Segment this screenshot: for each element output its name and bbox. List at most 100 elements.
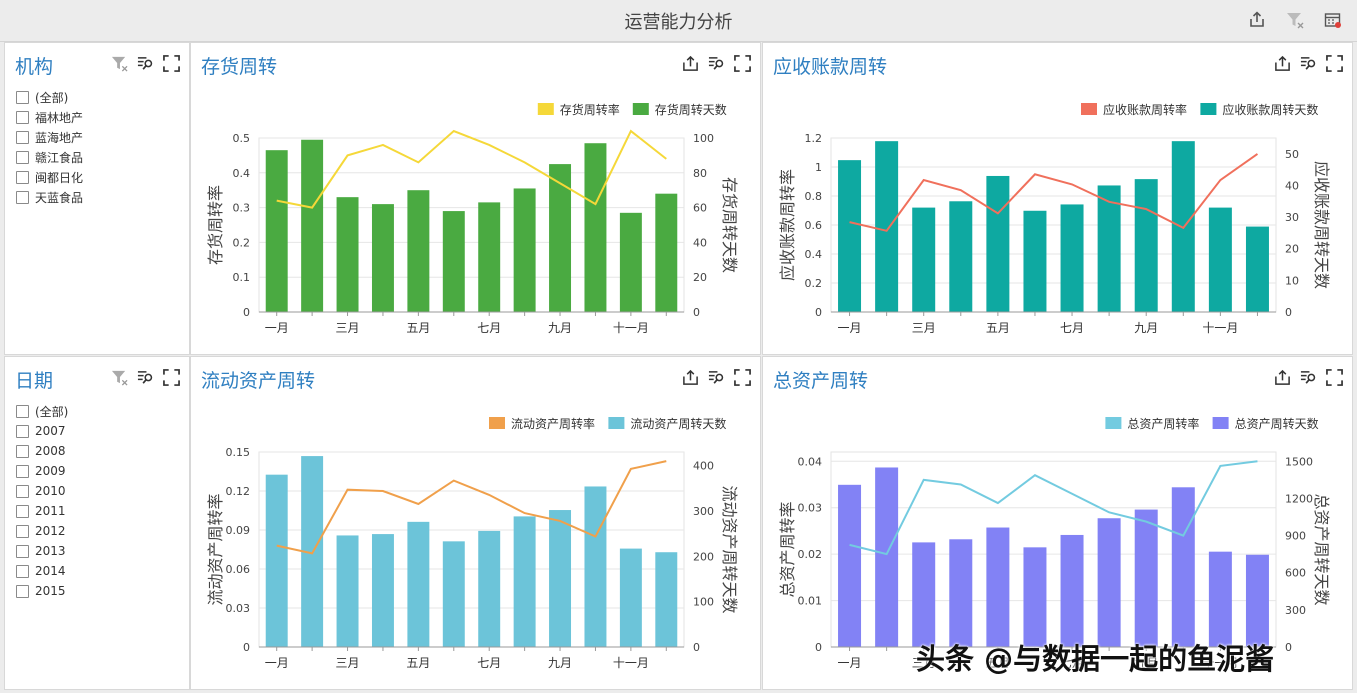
checkbox[interactable] [16, 190, 29, 204]
y-tick-label-right: 10 [1285, 274, 1299, 287]
filter-item[interactable]: 2007 [16, 421, 68, 441]
search-filter-icon[interactable] [1298, 367, 1318, 387]
y-tick-label-right: 900 [1285, 530, 1306, 543]
clear-filter-icon[interactable] [109, 367, 129, 387]
checkbox[interactable] [16, 404, 29, 418]
checkbox[interactable] [16, 524, 29, 538]
chart-legend: 应收账款周转率 应收账款周转天数 [1081, 102, 1318, 117]
export-icon[interactable] [680, 53, 700, 73]
filter-item[interactable]: 2008 [16, 441, 68, 461]
filter-item[interactable]: 2013 [16, 541, 68, 561]
checkbox[interactable] [16, 504, 29, 518]
checkbox[interactable] [16, 564, 29, 578]
maximize-icon[interactable] [1324, 367, 1344, 387]
filter-item[interactable]: 天蓝食品 [16, 187, 83, 207]
y-axis-title-left: 存货周转率 [206, 185, 225, 265]
x-tick-label: 三月 [912, 656, 936, 670]
legend-swatch [1105, 417, 1122, 429]
checkbox[interactable] [16, 170, 29, 184]
maximize-icon[interactable] [161, 53, 181, 73]
filter-item[interactable]: 福林地产 [16, 107, 83, 127]
filter-item[interactable]: 2015 [16, 581, 68, 601]
search-filter-icon[interactable] [1298, 53, 1318, 73]
filter-item[interactable]: (全部) [16, 401, 68, 421]
checkbox[interactable] [16, 444, 29, 458]
bar [949, 201, 973, 312]
checkbox[interactable] [16, 110, 29, 124]
y-axis-title-right: 应收账款周转天数 [1312, 161, 1331, 289]
export-icon[interactable] [680, 367, 700, 387]
maximize-icon[interactable] [1324, 53, 1344, 73]
filter-panel-date: 日期 (全部) 2007 2008 2009 2010 2011 2012 2013 2014 2… [4, 356, 190, 690]
filter-item[interactable]: 闽都日化 [16, 167, 83, 187]
legend-swatch [489, 417, 505, 429]
y-tick-label-left: 0.04 [798, 455, 823, 468]
y-tick-label-right: 1500 [1285, 455, 1313, 468]
y-tick-label-left: 0.6 [805, 219, 823, 232]
bar [1171, 487, 1195, 647]
filter-panel-org: 机构 (全部) 福林地产蓝海地产赣江食品 闽都日化 天蓝食品 [4, 42, 190, 355]
y-tick-label-right: 0 [1285, 641, 1292, 654]
export-icon[interactable] [1272, 367, 1292, 387]
bar [838, 160, 862, 312]
checkbox[interactable] [16, 130, 29, 144]
clear-filter-icon[interactable] [1285, 10, 1305, 30]
maximize-icon[interactable] [161, 367, 181, 387]
filter-title-org: 机构 [15, 56, 54, 78]
export-icon[interactable] [1247, 10, 1267, 30]
search-filter-icon[interactable] [706, 367, 726, 387]
y-tick-label-right: 0 [693, 641, 700, 654]
bar [478, 530, 501, 647]
filter-item[interactable]: 蓝海地产 [16, 127, 83, 147]
bar [265, 474, 288, 647]
x-tick-label: 七月 [1060, 656, 1084, 670]
filter-item[interactable]: 2010 [16, 481, 68, 501]
filter-item[interactable]: 2012 [16, 521, 68, 541]
clear-filter-icon[interactable] [109, 53, 129, 73]
bar [1060, 534, 1084, 647]
filter-item[interactable]: 赣江食品 [16, 147, 83, 167]
checkbox[interactable] [16, 90, 29, 104]
y-tick-label-left: 0.03 [226, 602, 251, 615]
maximize-icon[interactable] [732, 53, 752, 73]
search-filter-icon[interactable] [135, 53, 155, 73]
bar [301, 139, 324, 312]
checkbox[interactable] [16, 464, 29, 478]
filter-item[interactable]: 2011 [16, 501, 68, 521]
filter-item[interactable]: 2014 [16, 561, 68, 581]
x-tick-label: 一月 [265, 656, 289, 670]
search-filter-icon[interactable] [706, 53, 726, 73]
filter-item[interactable]: 2009 [16, 461, 68, 481]
checkbox[interactable] [16, 424, 29, 438]
x-tick-label: 十一月 [1202, 321, 1238, 335]
checkbox[interactable] [16, 484, 29, 498]
checkbox[interactable] [16, 544, 29, 558]
y-tick-label-right: 50 [1285, 148, 1299, 161]
bar [371, 534, 394, 647]
y-tick-label-right: 0 [693, 306, 700, 319]
checkbox[interactable] [16, 584, 29, 598]
x-tick-label: 一月 [838, 321, 862, 335]
y-tick-label-left: 0 [815, 306, 822, 319]
y-tick-label-left: 0 [243, 306, 250, 319]
filter-item-label: 蓝海地产 [35, 130, 84, 145]
chart-legend: 流动资产周转率 流动资产周转天数 [489, 416, 726, 431]
chart-svg: 应收账款周转率 应收账款周转天数00.20.40.60.811.201020304… [778, 102, 1331, 335]
chart-panel-inventory: 存货周转率 存货周转天数 0 0.1 0.2 0.3 0.4 0.5 0 20 40 60 80 100 存… [190, 42, 761, 355]
calendar-icon[interactable] [1323, 10, 1343, 30]
y-axis-title-right: 流动资产周转天数 [720, 485, 739, 613]
y-tick-label-right: 60 [693, 202, 707, 215]
bar [549, 164, 572, 312]
filter-item[interactable]: (全部) [16, 87, 83, 107]
export-icon[interactable] [1272, 53, 1292, 73]
y-axis-title-right: 存货周转天数 [720, 177, 739, 273]
bar [513, 188, 536, 312]
search-filter-icon[interactable] [135, 367, 155, 387]
bar [1060, 204, 1084, 312]
chart-title: 总资产周转 [773, 370, 869, 392]
checkbox[interactable] [16, 150, 29, 164]
x-tick-label: 九月 [548, 321, 572, 335]
series-line [276, 460, 667, 555]
maximize-icon[interactable] [732, 367, 752, 387]
filter-item-label: 2015 [35, 584, 66, 598]
